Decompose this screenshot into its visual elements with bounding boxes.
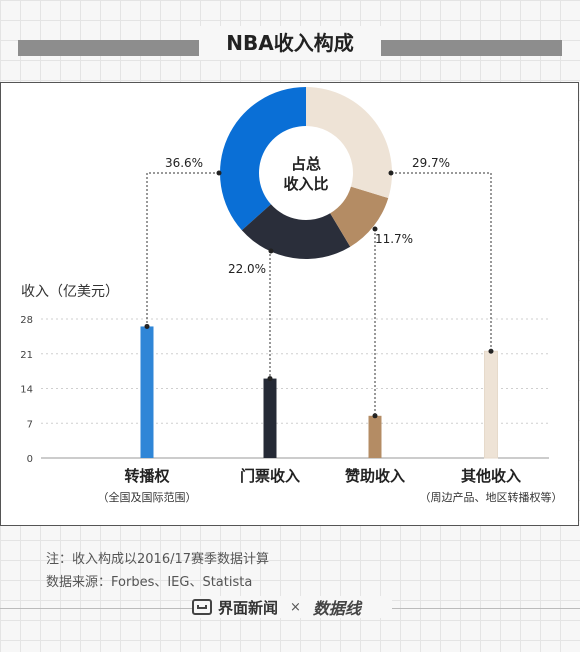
donut-slice [241, 204, 351, 259]
y-tick-label: 7 [27, 419, 33, 430]
leader-dot [372, 226, 378, 232]
chart-svg: 收入（亿美元） 0 7 14 21 28 转播权 （全国及国际范围） 门票收入 赞助收入 其他收入 （… [20, 87, 563, 504]
bar [263, 378, 277, 458]
brand-times: × [290, 599, 301, 615]
brand-name: 界面新闻 [218, 598, 279, 617]
slice-percent-label: 29.7% [412, 156, 450, 170]
leader-dot [388, 170, 394, 176]
donut-slice [330, 186, 389, 247]
x-tick-label: 门票收入 [240, 467, 300, 485]
x-tick-label: 其他收入 [461, 467, 521, 485]
footer-brand: 界面新闻 × 数据线 [192, 596, 392, 618]
bar-top-dot [488, 348, 494, 354]
leader-line [269, 250, 271, 379]
bar [368, 415, 382, 458]
slice-percent-label: 22.0% [228, 262, 266, 276]
x-tick-sublabel: （全国及国际范围） [98, 490, 197, 504]
bar [484, 350, 498, 459]
chart-panel: 收入（亿美元） 0 7 14 21 28 转播权 （全国及国际范围） 门票收入 赞助收入 其他收入 （… [0, 82, 579, 526]
bar [140, 326, 154, 458]
y-axis-label: 收入（亿美元） [21, 284, 119, 300]
donut-slice [220, 87, 306, 231]
donut-center-label: 占总 [291, 155, 321, 173]
leader-line [146, 172, 219, 327]
x-tick-label: 赞助收入 [344, 467, 405, 485]
bar-top-dot [372, 413, 378, 419]
donut-center-label: 收入比 [283, 175, 328, 193]
chart-title: NBA收入构成 [199, 26, 381, 60]
x-tick-label: 转播权 [124, 467, 170, 485]
slice-percent-label: 36.6% [165, 156, 203, 170]
slice-percent-label: 11.7% [375, 232, 413, 246]
x-tick-sublabel: （周边产品、地区转播权等） [420, 490, 563, 504]
donut-hole [260, 127, 352, 219]
brand-logo-icon [192, 599, 212, 615]
leader-line [391, 172, 492, 352]
y-tick-label: 28 [20, 315, 33, 326]
leader-dot [216, 170, 222, 176]
donut-slice [306, 87, 392, 199]
y-tick-label: 14 [20, 385, 33, 396]
y-tick-label: 21 [20, 350, 33, 361]
leader-dot [268, 248, 274, 254]
partner-logo: 数据线 [312, 599, 361, 618]
data-source: 数据来源：Forbes、IEG、Statista [46, 575, 253, 590]
chart-note: 注：收入构成以2016/17赛季数据计算 [46, 552, 270, 567]
y-tick-label: 0 [27, 454, 33, 465]
